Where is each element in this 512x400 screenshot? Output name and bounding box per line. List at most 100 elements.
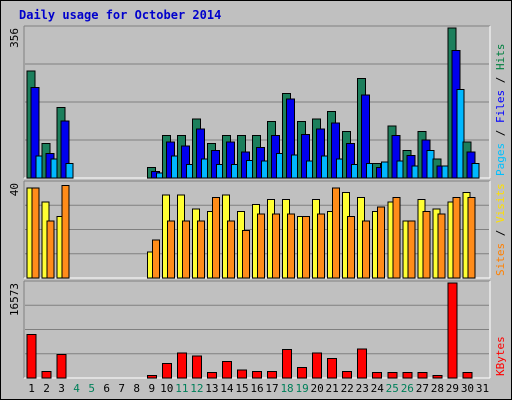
bar-sites [256,213,265,279]
bar-files [316,128,326,179]
bar-kbytes [146,374,157,379]
bar-sites [467,196,476,279]
chart-title: Daily usage for October 2014 [19,8,221,22]
x-axis-day-labels: 1 2 3 4 5 6 7 8 9 10 11 12 13 14 15 16 17 18 19 20 21 22 23 24 2… [28,382,489,395]
x-tick-label: 6 [103,382,110,395]
bar-files [195,128,205,179]
x-tick-label: 14 [220,382,234,395]
y-max-label-visits: 40 [8,183,21,196]
x-tick-label: 15 [235,382,248,395]
bar-sites [61,184,70,279]
y-max-label-kbytes: 16573 [8,283,21,316]
bar-kbytes [236,369,247,379]
bar-files [391,134,401,179]
x-tick-label: 13 [205,382,218,395]
bar-kbytes [251,370,262,379]
bar-files [331,122,341,179]
bar-files [60,120,70,179]
bar-kbytes [342,370,353,379]
bar-pages [456,89,465,179]
x-tick-label: 30 [461,382,474,395]
chart-panels: 356 Pages / Files / Hits 40 Sites / Visits 1… [8,25,507,379]
bar-files [286,98,296,179]
bar-kbytes [191,355,202,379]
bar-kbytes [447,282,458,379]
bar-sites [31,187,40,279]
legend-item: Visits [494,183,507,223]
bar-sites [151,239,160,279]
x-tick-label: 10 [160,382,173,395]
x-tick-label: 24 [371,382,385,395]
bar-files [225,141,235,179]
bar-kbytes [387,372,398,379]
bar-sites [377,206,386,279]
bar-kbytes [56,353,67,379]
bar-sites [452,196,461,279]
x-tick-label: 11 [175,382,188,395]
bar-kbytes [161,363,172,379]
bar-kbytes [26,333,37,379]
legend-item: KBytes [494,336,507,376]
x-tick-label: 21 [326,382,339,395]
bar-sites [392,196,401,279]
panel-visits: 40 Sites / Visits [8,180,507,279]
bar-sites [46,220,55,279]
panel-hits: 356 Pages / Files / Hits [8,25,507,179]
bar-kbytes [282,348,293,379]
bar-files [30,86,40,179]
bar-kbytes [297,367,308,379]
bar-kbytes [41,370,52,379]
panel-kbytes: 16573 KBytes [8,280,507,379]
x-tick-label: 4 [73,382,80,395]
bar-kbytes [417,372,428,379]
x-tick-label: 12 [190,382,203,395]
legend-hits: Pages / Files / Hits [494,44,507,177]
bar-sites [166,220,175,279]
bar-sites [226,220,235,279]
x-tick-label: 25 [386,382,399,395]
legend-item: Hits [494,44,507,71]
x-tick-label: 17 [265,382,278,395]
legend-item: Files [494,90,507,123]
bar-sites [347,215,356,279]
bar-files [301,134,311,179]
bar-kbytes [357,348,368,379]
bar-sites [317,213,326,279]
bar-sites [302,215,311,279]
legend-visits: Sites / Visits [494,183,507,276]
x-tick-label: 7 [118,382,125,395]
x-tick-label: 22 [341,382,354,395]
legend-item: Sites [494,243,507,276]
bar-sites [332,187,341,279]
bar-sites [407,220,416,279]
x-tick-label: 18 [280,382,293,395]
x-tick-label: 28 [431,382,444,395]
x-tick-label: 16 [250,382,263,395]
bar-kbytes [327,358,338,379]
bar-kbytes [206,372,217,379]
x-tick-label: 19 [295,382,308,395]
bar-sites [181,220,190,279]
x-tick-label: 31 [476,382,489,395]
bar-sites [272,213,281,279]
y-max-label-hits: 356 [8,28,21,48]
legend-kbytes: KBytes [494,336,507,376]
bar-pages [471,162,480,179]
x-tick-label: 27 [416,382,429,395]
bar-files [361,94,371,179]
x-tick-label: 23 [356,382,369,395]
bar-sites [362,220,371,279]
bar-sites [241,230,250,279]
bar-pages [65,162,74,179]
legend-item: Pages [494,143,507,176]
bar-sites [437,213,446,279]
bar-kbytes [176,352,187,379]
x-tick-label: 2 [43,382,50,395]
x-tick-label: 20 [311,382,324,395]
bar-sites [422,211,431,279]
bar-kbytes [372,372,383,379]
bar-kbytes [432,374,443,379]
bar-kbytes [312,352,323,379]
bar-kbytes [462,372,473,379]
